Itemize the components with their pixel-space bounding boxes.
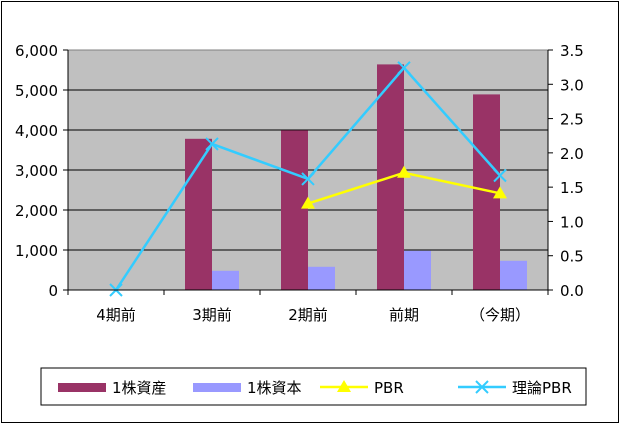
data-point	[205, 137, 219, 151]
y-right-tick-label: 2.0	[560, 145, 584, 163]
legend-label: PBR	[374, 379, 404, 397]
data-point	[397, 165, 411, 178]
y-right-tick-label: 0.0	[560, 282, 584, 300]
y-left-tick-label: 6,000	[15, 42, 58, 60]
bar	[308, 266, 335, 290]
data-point	[301, 172, 315, 186]
legend-marker	[337, 380, 351, 392]
y-right-tick-label: 3.0	[560, 76, 584, 94]
bar	[500, 260, 527, 290]
y-right-tick-label: 1.5	[560, 179, 584, 197]
y-right-tick-label: 2.5	[560, 111, 584, 129]
data-point	[493, 168, 507, 183]
legend-label: 1株資本	[247, 379, 302, 397]
x-tick-label: 3期前	[192, 306, 232, 324]
legend-label: 理論PBR	[512, 379, 572, 397]
x-tick-label: （今期）	[470, 306, 530, 324]
y-left-tick-label: 3,000	[15, 162, 58, 180]
y-left-tick-label: 0	[48, 282, 58, 300]
bar	[404, 250, 431, 290]
y-left-tick-label: 5,000	[15, 82, 58, 100]
data-point	[493, 186, 507, 199]
y-right-tick-label: 3.5	[560, 42, 584, 60]
bar	[185, 138, 212, 290]
data-point	[301, 196, 315, 209]
x-tick-label: 4期前	[96, 306, 136, 324]
y-left-tick-label: 1,000	[15, 242, 58, 260]
y-left-tick-label: 4,000	[15, 122, 58, 140]
legend-swatch	[193, 383, 241, 392]
bar	[281, 130, 308, 290]
x-tick-label: 前期	[389, 306, 419, 324]
y-left-tick-label: 2,000	[15, 202, 58, 220]
legend-swatch	[58, 383, 106, 392]
y-right-tick-label: 1.0	[560, 213, 584, 231]
y-right-tick-label: 0.5	[560, 248, 584, 266]
x-tick-label: 2期前	[288, 306, 328, 324]
data-point	[397, 61, 411, 75]
legend-label: 1株資産	[112, 379, 167, 397]
legend-marker	[475, 380, 489, 394]
bar	[212, 270, 239, 290]
